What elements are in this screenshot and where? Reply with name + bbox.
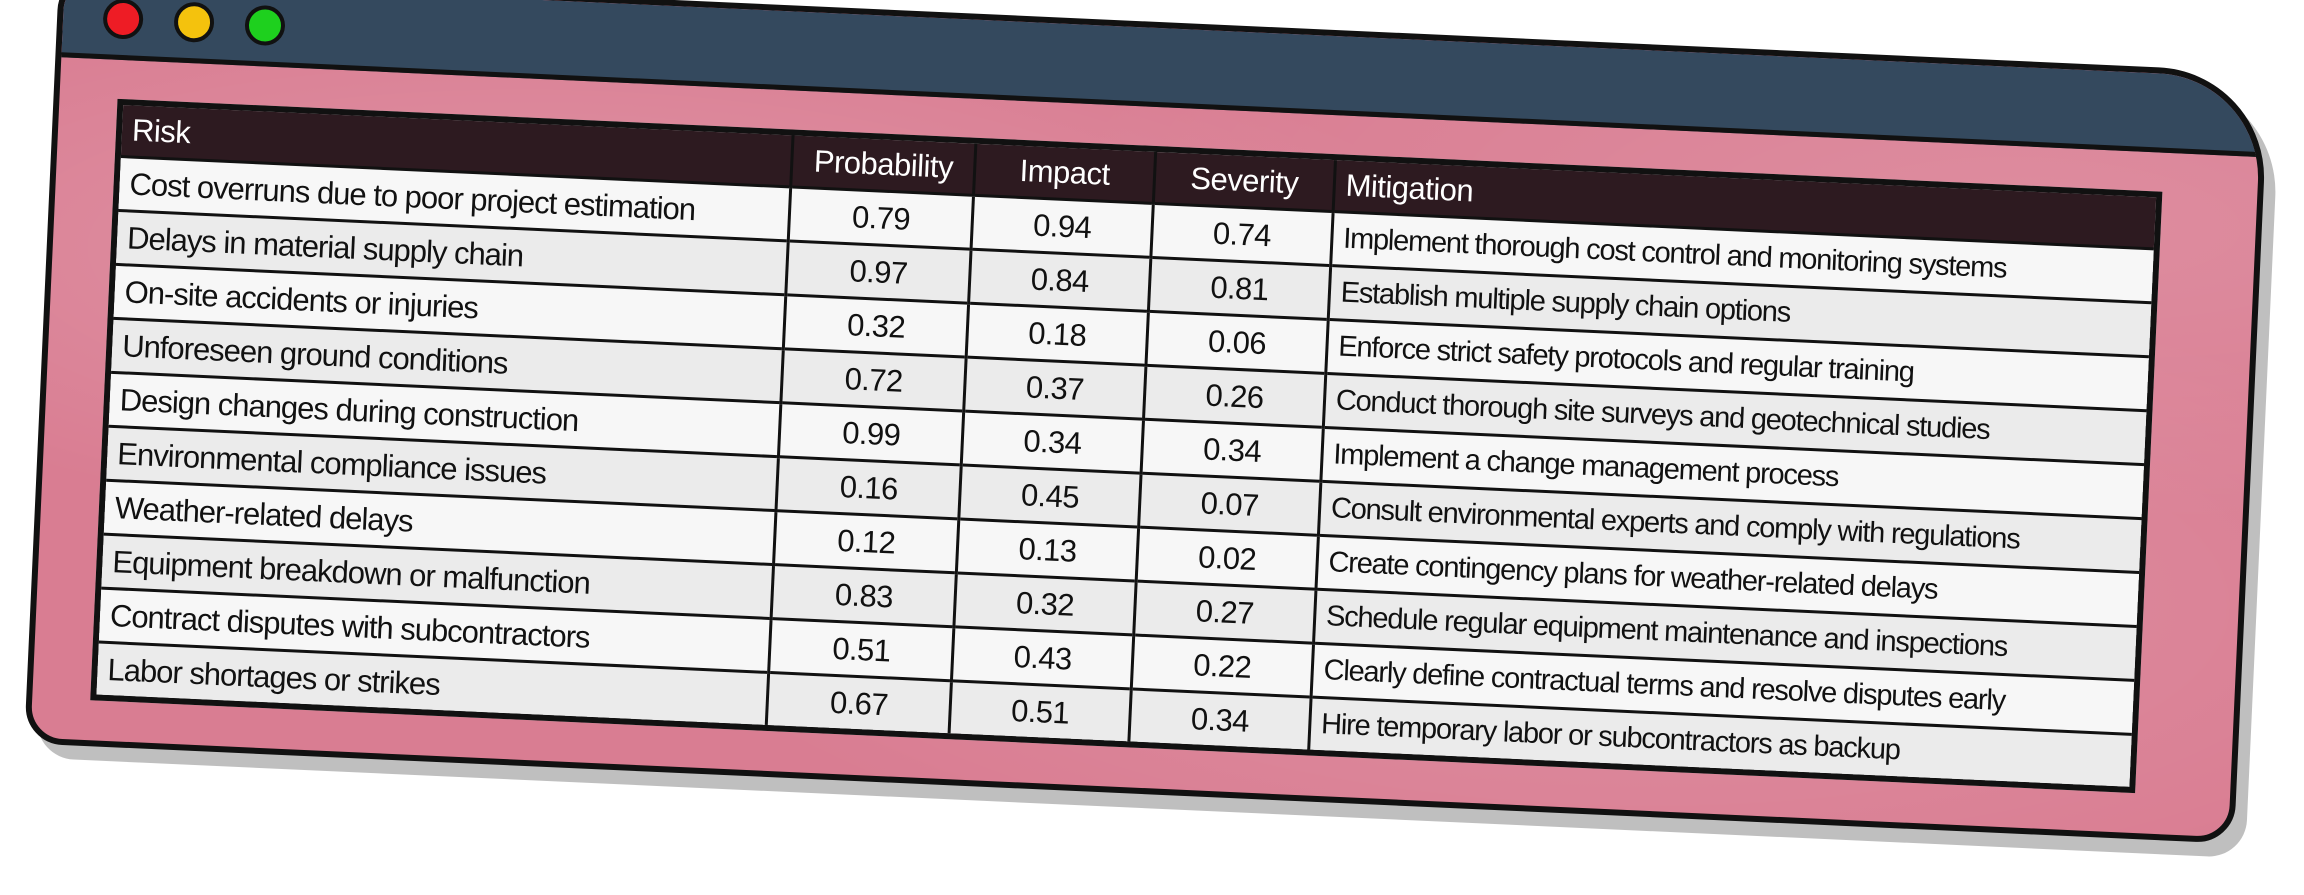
cell-impact: 0.32 <box>954 572 1137 635</box>
column-header-severity[interactable]: Severity <box>1153 151 1336 212</box>
app-window: Risk Probability Impact Severity Mitigat… <box>24 0 2269 844</box>
cell-impact: 0.18 <box>966 303 1149 366</box>
cell-severity: 0.26 <box>1143 365 1326 428</box>
cell-impact: 0.43 <box>951 626 1134 689</box>
cell-severity: 0.06 <box>1145 311 1329 374</box>
cell-impact: 0.94 <box>971 195 1154 258</box>
cell-severity: 0.34 <box>1128 688 1311 750</box>
cell-probability: 0.72 <box>781 348 967 412</box>
risk-table-container: Risk Probability Impact Severity Mitigat… <box>90 98 2163 794</box>
cell-probability: 0.32 <box>783 294 969 358</box>
cell-probability: 0.83 <box>771 564 957 627</box>
cell-probability: 0.12 <box>773 510 959 573</box>
minimize-button[interactable] <box>173 1 215 44</box>
cell-severity: 0.22 <box>1131 634 1314 698</box>
cell-severity: 0.81 <box>1148 257 1331 320</box>
cell-probability: 0.51 <box>768 618 955 681</box>
cell-severity: 0.02 <box>1136 527 1319 590</box>
cell-probability: 0.67 <box>766 672 952 734</box>
cell-probability: 0.97 <box>786 240 972 304</box>
close-button[interactable] <box>102 0 145 40</box>
cell-impact: 0.13 <box>956 518 1139 582</box>
cell-impact: 0.84 <box>968 249 1151 312</box>
table-body: Cost overruns due to poor project estima… <box>96 156 2154 787</box>
cell-probability: 0.16 <box>776 456 962 519</box>
cell-impact: 0.37 <box>963 357 1146 420</box>
cell-severity: 0.74 <box>1150 203 1333 266</box>
cell-probability: 0.79 <box>788 186 974 250</box>
maximize-button[interactable] <box>244 4 286 47</box>
cell-impact: 0.51 <box>949 680 1132 742</box>
cell-probability: 0.99 <box>778 402 964 465</box>
column-header-impact[interactable]: Impact <box>973 143 1156 204</box>
cell-severity: 0.27 <box>1133 581 1316 644</box>
risk-table: Risk Probability Impact Severity Mitigat… <box>96 105 2157 787</box>
cell-impact: 0.45 <box>958 464 1142 528</box>
column-header-probability[interactable]: Probability <box>790 135 976 196</box>
cell-severity: 0.34 <box>1141 419 1324 482</box>
cell-severity: 0.07 <box>1138 473 1321 536</box>
cell-impact: 0.34 <box>961 411 1144 474</box>
